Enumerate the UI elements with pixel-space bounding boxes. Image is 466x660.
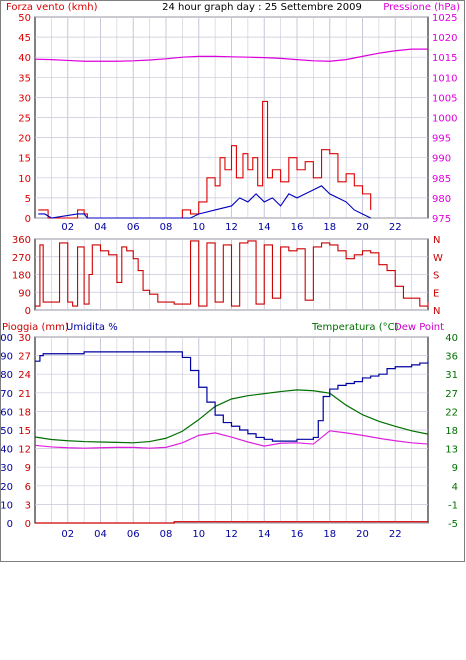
humidity-x-tick-label: 14 (258, 529, 271, 540)
humidity-x-tick-label: 08 (160, 529, 173, 540)
wind-y-tick-label: 10 (18, 174, 31, 185)
rain-y-tick-label: 12 (18, 445, 31, 456)
humidity-y-tick-label: 100 (0, 333, 13, 344)
direction-y-tick-label: 360 (12, 235, 31, 246)
humidity-y-tick-label: 30 (0, 463, 13, 474)
direction-compass-label: N (433, 235, 440, 246)
direction-y-tick-label: 0 (25, 306, 31, 317)
humidity-y-tick-label: 0 (7, 519, 13, 530)
rain-y-tick-label: 0 (25, 519, 31, 530)
rain-y-tick-label: 27 (18, 352, 31, 363)
pressure-y-tick-label: 985 (432, 174, 451, 185)
humidity-y-tick-label: 50 (0, 426, 13, 437)
humidity-x-tick-label: 20 (356, 529, 369, 540)
wind-y-tick-label: 40 (18, 53, 31, 64)
humidity-y-tick-label: 80 (0, 370, 13, 381)
direction-y-tick-label: 180 (12, 271, 31, 282)
wind-avg-line (38, 185, 371, 219)
wind-y-tick-label: 30 (18, 93, 31, 104)
temperature-y-tick-label: 9 (452, 463, 458, 474)
temperature-y-tick-label: 31 (445, 370, 458, 381)
rain-y-tick-label: 21 (18, 389, 31, 400)
pressure-y-tick-label: 1015 (432, 53, 457, 64)
temperature-y-tick-label: -5 (448, 519, 458, 530)
rain-y-tick-label: 3 (25, 500, 31, 511)
rain-line (35, 521, 428, 524)
temperature-line (34, 389, 429, 444)
pressure-y-tick-label: 975 (432, 214, 451, 225)
humidity-y-tick-label: 10 (0, 500, 13, 511)
humidity-x-tick-label: 18 (323, 529, 336, 540)
humidity-x-tick-label: 06 (127, 529, 140, 540)
pressure-y-tick-label: 995 (432, 134, 451, 145)
humidity-x-tick-label: 02 (61, 529, 74, 540)
pressure-y-tick-label: 1025 (432, 13, 457, 24)
temperature-y-tick-label: 18 (445, 426, 458, 437)
wind-speed-line (38, 100, 372, 219)
wind-y-tick-label: 50 (18, 13, 31, 24)
wind-y-tick-label: 5 (25, 194, 31, 205)
direction-y-tick-label: 90 (18, 288, 31, 299)
wind-x-tick-label: 02 (61, 222, 74, 233)
wind-y-tick-label: 25 (18, 114, 31, 125)
dewpoint-line (34, 430, 429, 449)
humidity-y-tick-label: 70 (0, 389, 13, 400)
wind-x-tick-label: 04 (94, 222, 107, 233)
humidity-x-tick-label: 22 (389, 529, 402, 540)
wind-x-tick-label: 14 (258, 222, 271, 233)
pressure-y-tick-label: 1000 (432, 114, 457, 125)
wind-direction-line (35, 240, 429, 307)
humidity-y-tick-label: 20 (0, 482, 13, 493)
humidity-y-tick-label: 40 (0, 445, 13, 456)
humidity-x-tick-label: 12 (225, 529, 238, 540)
temperature-y-tick-label: 27 (445, 389, 458, 400)
wind-y-tick-label: 0 (25, 214, 31, 225)
rain-y-tick-label: 6 (25, 482, 31, 493)
rain-y-tick-label: 18 (18, 407, 31, 418)
temperature-y-tick-label: -1 (448, 500, 458, 511)
pressure-y-tick-label: 1005 (432, 93, 457, 104)
rain-y-tick-label: 9 (25, 463, 31, 474)
wind-y-tick-label: 20 (18, 134, 31, 145)
direction-compass-label: E (433, 288, 439, 299)
rain-y-tick-label: 30 (18, 333, 31, 344)
wind-x-tick-label: 06 (127, 222, 140, 233)
humidity-x-tick-label: 04 (94, 529, 107, 540)
humidity-y-tick-label: 60 (0, 407, 13, 418)
wind-y-tick-label: 35 (18, 73, 31, 84)
temperature-y-tick-label: 4 (452, 482, 458, 493)
pressure-y-tick-label: 1010 (432, 73, 457, 84)
humidity-y-tick-label: 90 (0, 352, 13, 363)
direction-compass-label: W (433, 253, 443, 264)
wind-y-tick-label: 45 (18, 33, 31, 44)
wind-x-tick-label: 08 (160, 222, 173, 233)
temperature-y-tick-label: 22 (445, 407, 458, 418)
wind-x-tick-label: 16 (291, 222, 304, 233)
wind-x-tick-label: 18 (323, 222, 336, 233)
temperature-y-tick-label: 40 (445, 333, 458, 344)
humidity-line (35, 351, 429, 442)
rain-y-tick-label: 15 (18, 426, 31, 437)
rain-y-tick-label: 24 (18, 370, 31, 381)
direction-compass-label: N (433, 306, 440, 317)
direction-y-tick-label: 270 (12, 253, 31, 264)
temperature-y-tick-label: 13 (445, 445, 458, 456)
humidity-x-tick-label: 16 (291, 529, 304, 540)
pressure-y-tick-label: 1020 (432, 33, 457, 44)
pressure-y-tick-label: 990 (432, 154, 451, 165)
temperature-y-tick-label: 36 (445, 352, 458, 363)
humidity-x-tick-label: 10 (192, 529, 205, 540)
wind-y-tick-label: 15 (18, 154, 31, 165)
pressure-y-tick-label: 980 (432, 194, 451, 205)
wind-x-tick-label: 10 (192, 222, 205, 233)
wind-x-tick-label: 20 (356, 222, 369, 233)
wind-x-tick-label: 12 (225, 222, 238, 233)
pressure-line (34, 48, 428, 62)
weather-chart: 0510152025303540455097598098599099510001… (0, 13, 458, 540)
direction-compass-label: S (433, 271, 439, 282)
wind-x-tick-label: 22 (389, 222, 402, 233)
